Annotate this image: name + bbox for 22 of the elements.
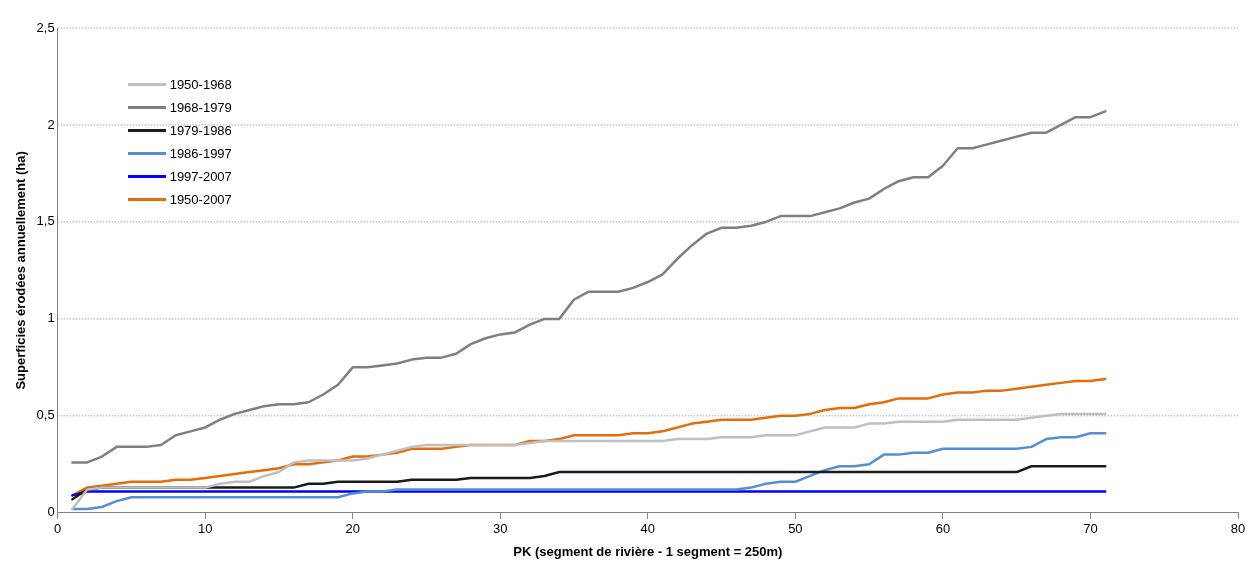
x-tick-label: 60 — [935, 521, 951, 537]
legend-label: 1950-1968 — [169, 77, 232, 92]
y-axis-title: Superficies érodées annuellement (ha) — [13, 151, 29, 390]
x-tick-label: 40 — [640, 521, 656, 537]
legend-label: 1950-2007 — [169, 192, 232, 207]
x-tick-label: 30 — [493, 521, 508, 537]
x-tick-label: 80 — [1230, 521, 1246, 537]
x-tick-label: 10 — [197, 521, 213, 537]
legend-label: 1997-2007 — [169, 169, 232, 184]
x-tick-label: 50 — [788, 521, 803, 537]
legend-label: 1979-1986 — [169, 123, 232, 138]
y-tick-label: 0,5 — [36, 407, 55, 423]
x-tick-label: 70 — [1083, 521, 1098, 537]
y-tick-label: 1 — [47, 310, 55, 326]
legend-label: 1986-1997 — [169, 146, 232, 161]
x-axis-title: PK (segment de rivière - 1 segment = 250m) — [513, 543, 783, 559]
y-tick-label: 2 — [47, 116, 55, 132]
legend-label: 1968-1979 — [169, 100, 232, 115]
y-tick-label: 1,5 — [36, 213, 55, 229]
x-tick-label: 20 — [345, 521, 360, 537]
y-tick-label: 2,5 — [36, 19, 55, 35]
y-tick-label: 0 — [47, 504, 55, 520]
